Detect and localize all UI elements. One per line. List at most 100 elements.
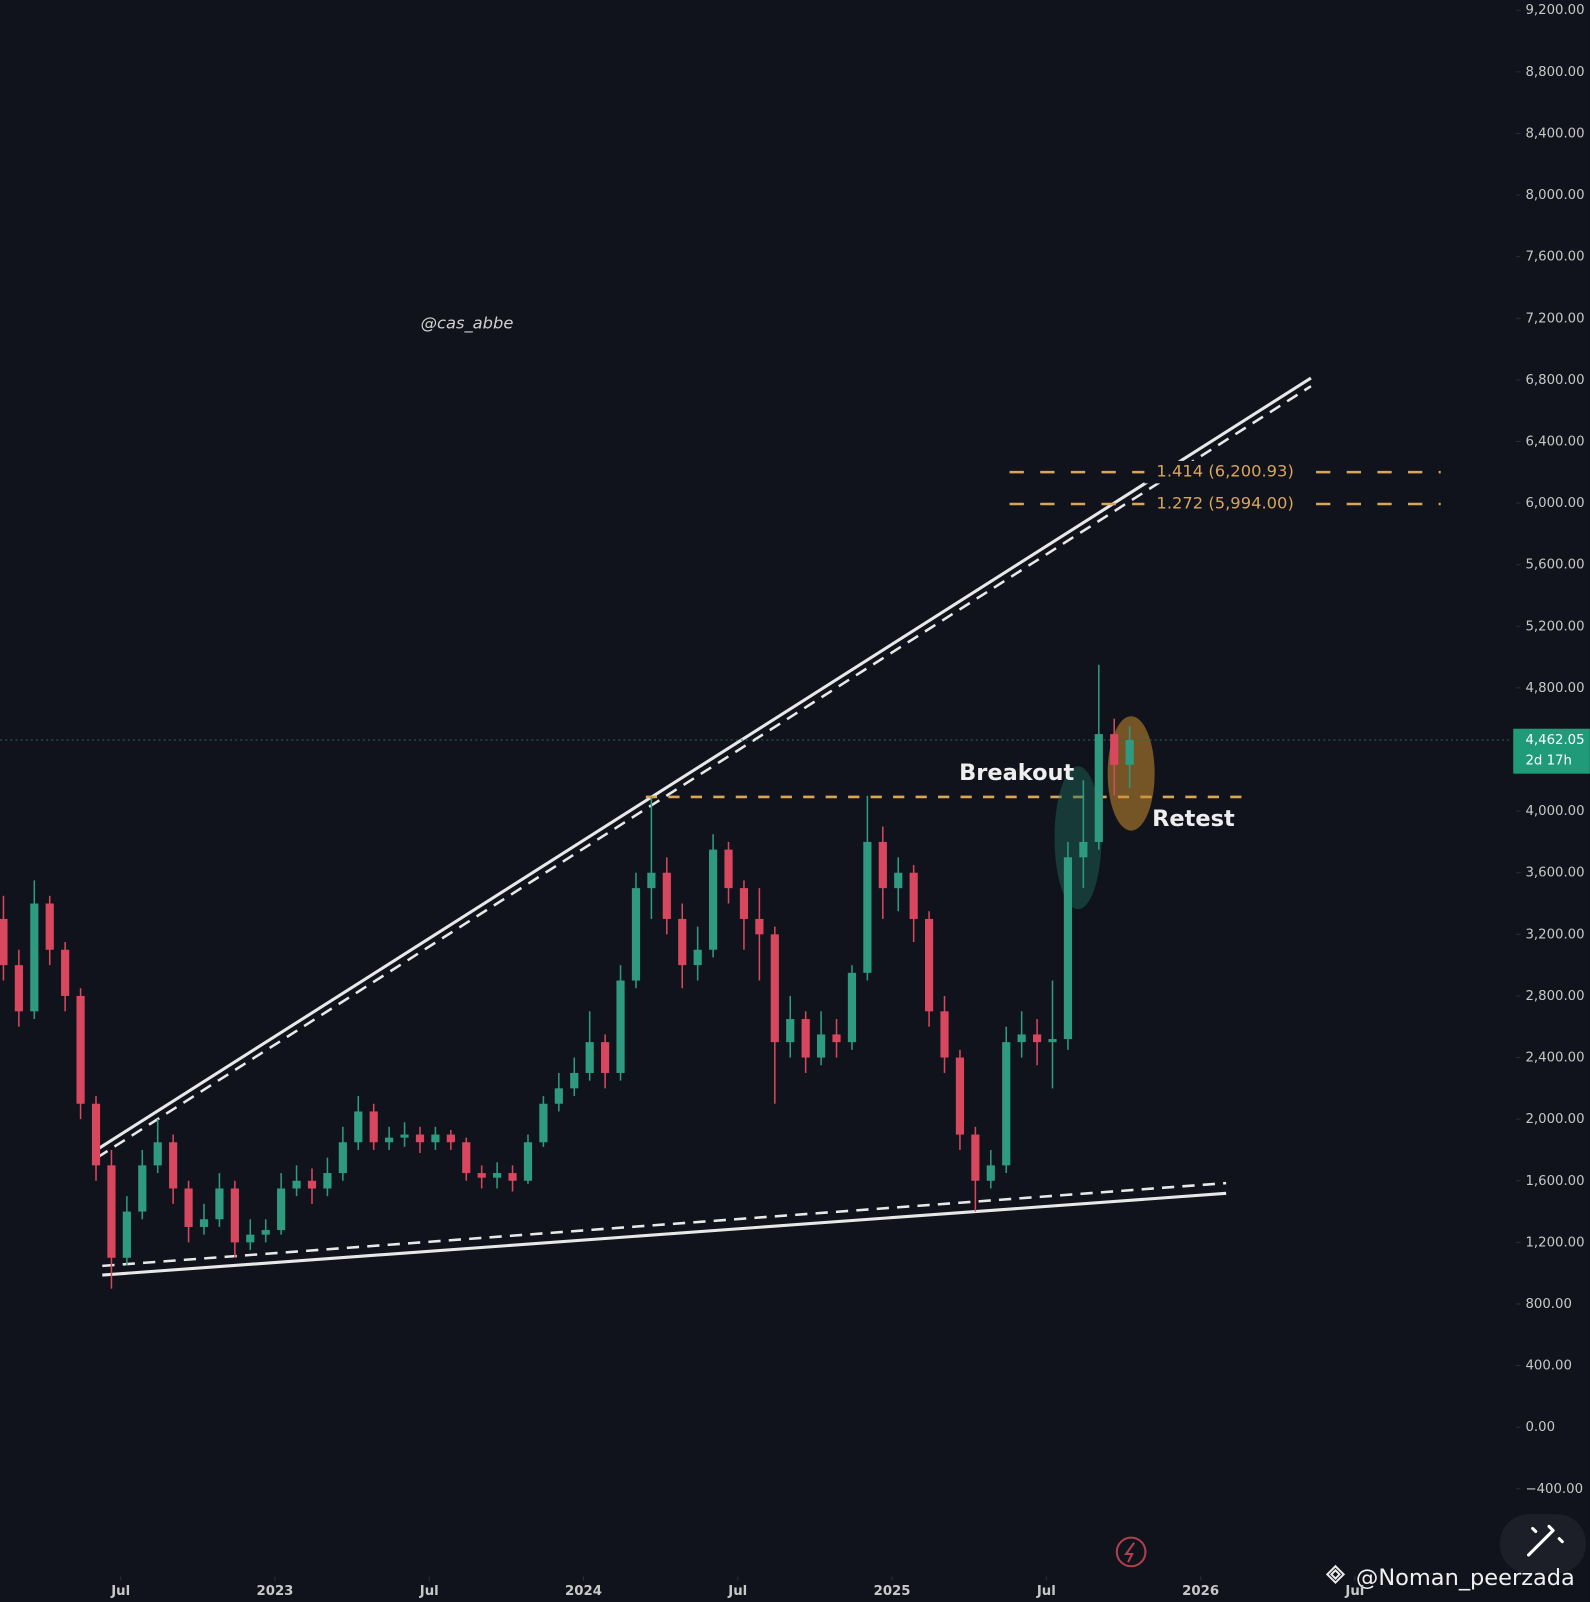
- x-tick-label: Jul: [110, 1584, 130, 1599]
- candle-body: [755, 918, 764, 935]
- y-tick-label: 6,000.00: [1526, 496, 1585, 511]
- upper-trendline-dashed: [96, 385, 1312, 1159]
- candle-body: [292, 1180, 301, 1189]
- upper-trendline: [96, 376, 1312, 1151]
- candle-body: [801, 1019, 810, 1058]
- candle-body: [616, 980, 625, 1073]
- x-tick-label: Jul: [1344, 1584, 1364, 1599]
- y-tick-label: 6,800.00: [1526, 373, 1585, 388]
- y-tick-label: 8,400.00: [1526, 126, 1585, 141]
- y-tick-label: 8,000.00: [1526, 188, 1585, 203]
- candle-body: [539, 1103, 548, 1143]
- y-tick-label: 5,200.00: [1526, 619, 1585, 634]
- credit: @Noman_peerzada: [1356, 1565, 1575, 1591]
- candle-body: [61, 949, 70, 996]
- candle-body: [246, 1234, 255, 1243]
- candle-body: [863, 841, 872, 973]
- candle-body: [369, 1111, 378, 1143]
- candle-body: [122, 1211, 131, 1258]
- candle-body: [91, 1103, 101, 1166]
- candle-body: [955, 1057, 965, 1135]
- y-tick-label: 2,000.00: [1526, 1112, 1585, 1127]
- candle-body: [924, 918, 934, 1012]
- candle-body: [786, 1019, 795, 1043]
- y-tick-label: −400.00: [1526, 1482, 1584, 1497]
- candle-body: [14, 965, 23, 1012]
- candle-body: [354, 1111, 363, 1143]
- candle-body: [1002, 1042, 1011, 1166]
- candle-body: [277, 1188, 286, 1231]
- watermark: @cas_abbe: [421, 313, 514, 333]
- fib-label: 1.414 (6,200.93): [1156, 462, 1293, 481]
- candle-body: [678, 918, 687, 966]
- candle-body: [446, 1134, 455, 1143]
- candle-body: [523, 1142, 533, 1181]
- candle-body: [1063, 857, 1073, 1040]
- candle-body: [724, 849, 733, 889]
- candle-body: [76, 995, 85, 1104]
- candle-body: [693, 949, 702, 966]
- magic-icon: [1527, 1524, 1564, 1557]
- candle-body: [1079, 841, 1088, 858]
- candle-body: [415, 1134, 425, 1143]
- candle-body: [1048, 1039, 1057, 1043]
- y-tick-label: 8,800.00: [1526, 65, 1585, 80]
- candle-body: [138, 1165, 147, 1212]
- candle-body: [477, 1173, 486, 1178]
- candle-body: [1125, 739, 1134, 765]
- candle-body: [940, 1011, 949, 1058]
- breakout-highlight: [1054, 766, 1102, 910]
- magic-button[interactable]: [1499, 1514, 1586, 1574]
- y-tick-label: 9,200.00: [1526, 3, 1585, 18]
- x-tick-label: Jul: [419, 1584, 439, 1599]
- candle-body: [385, 1137, 394, 1143]
- y-tick-label: 3,600.00: [1526, 866, 1585, 881]
- candle-body: [45, 903, 54, 950]
- y-tick-label: 3,200.00: [1526, 927, 1585, 942]
- retest-highlight: [1107, 716, 1155, 831]
- y-tick-label: 1,600.00: [1526, 1174, 1585, 1189]
- y-tick-label: 4,000.00: [1526, 804, 1585, 819]
- x-tick-label: Jul: [727, 1584, 747, 1599]
- lower-trendline: [102, 1191, 1227, 1277]
- candle-body: [662, 872, 671, 919]
- candle-body: [1110, 734, 1119, 765]
- y-tick-label: 7,200.00: [1526, 311, 1585, 326]
- y-tick-label: 2,800.00: [1526, 989, 1585, 1004]
- price-tag: [1513, 728, 1590, 774]
- lower-trendline-dashed: [102, 1181, 1227, 1268]
- candle-body: [30, 903, 39, 1012]
- x-tick-label: 2024: [565, 1584, 602, 1599]
- candle-body: [986, 1165, 995, 1181]
- credit-icon: [1325, 1564, 1346, 1585]
- fib-label-bg: [1144, 460, 1308, 484]
- candle-body: [153, 1142, 162, 1166]
- price-tag-value: 4,462.05: [1526, 733, 1585, 748]
- candle-body: [338, 1142, 347, 1174]
- candle-body: [1094, 734, 1103, 842]
- y-tick-label: 400.00: [1526, 1359, 1572, 1374]
- y-tick-label: 1,200.00: [1526, 1235, 1585, 1250]
- candle-body: [770, 934, 779, 1043]
- candle-body: [570, 1072, 579, 1089]
- candle-body: [184, 1188, 193, 1227]
- alert-bolt: [1124, 1542, 1136, 1563]
- breakout-label: Breakout: [959, 760, 1074, 786]
- x-tick-label: 2026: [1182, 1584, 1219, 1599]
- candle-body: [261, 1230, 270, 1235]
- candle-body: [631, 888, 641, 981]
- candle-body: [847, 972, 857, 1043]
- candle-body: [493, 1173, 502, 1178]
- x-tick-label: 2023: [257, 1584, 294, 1599]
- candle-body: [1032, 1034, 1042, 1043]
- y-tick-label: 7,600.00: [1526, 250, 1585, 265]
- y-tick-label: 4,800.00: [1526, 681, 1585, 696]
- candle-body: [709, 849, 718, 950]
- candle-body: [215, 1188, 224, 1220]
- y-tick-label: 2,400.00: [1526, 1051, 1585, 1066]
- candle-body: [169, 1142, 178, 1189]
- alert-icon: [1115, 1536, 1147, 1568]
